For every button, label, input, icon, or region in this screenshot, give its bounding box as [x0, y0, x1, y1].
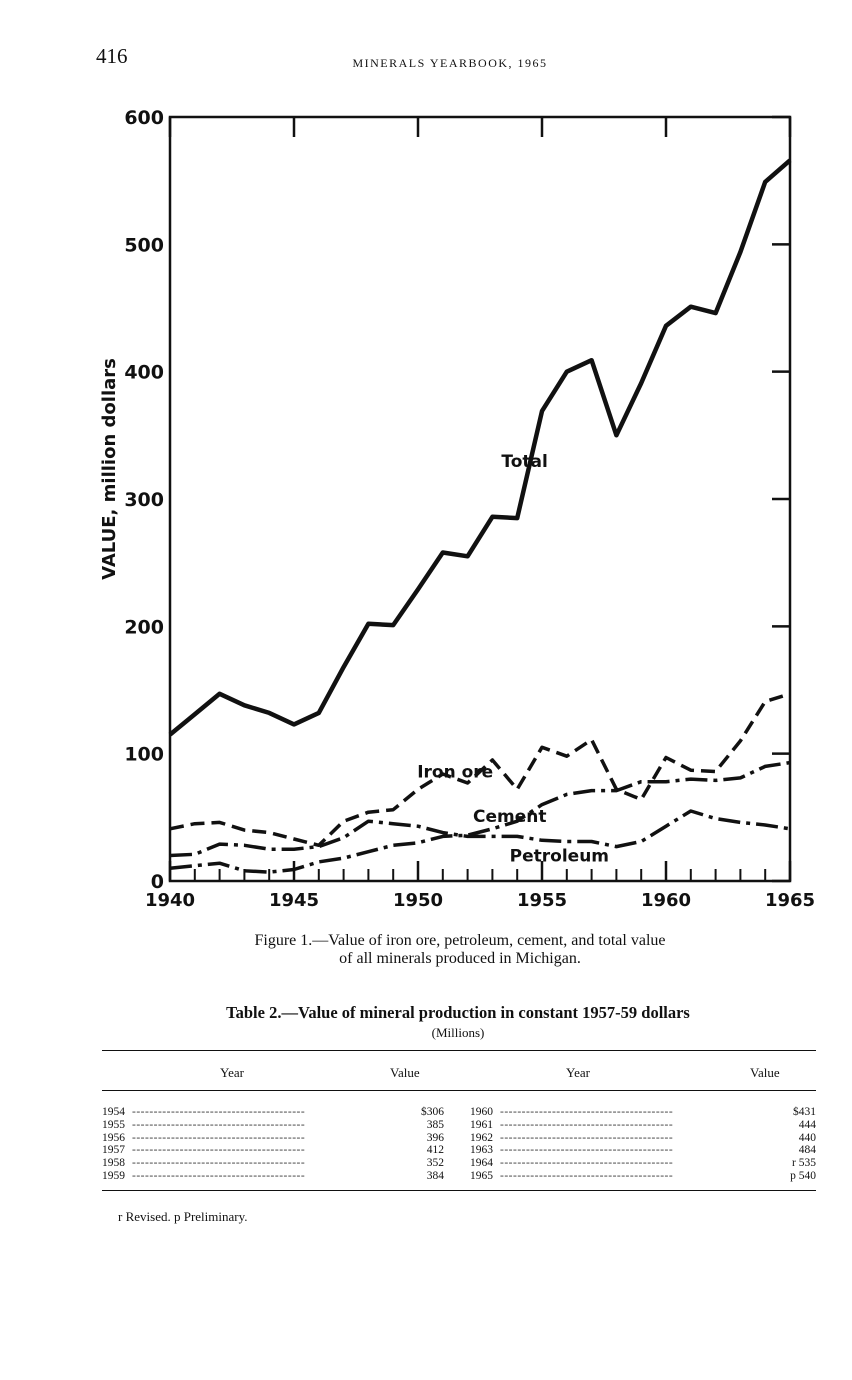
x-tick-label: 1945: [269, 890, 319, 911]
table-subtitle: (Millions): [431, 1025, 485, 1040]
value-cell: 444: [798, 1118, 816, 1131]
leader-dots: ----------------------------------------: [500, 1118, 674, 1131]
value-cell: r 535: [792, 1157, 816, 1170]
y-tick-label: 500: [124, 234, 164, 256]
series-label-iron-ore: Iron ore: [417, 762, 493, 782]
chart-frame: [168, 115, 792, 883]
line-chart: 1940 1945 1950 1955 1960 1965 0 100 200 300 400 500…: [99, 107, 815, 911]
year-cell: 1954: [102, 1106, 125, 1118]
value-cell: 385: [426, 1118, 444, 1131]
series-line-petroleum: [169, 760, 791, 874]
value-cell: 396: [426, 1131, 444, 1144]
page-number: 416: [96, 44, 128, 68]
x-tick-label: 1960: [641, 890, 691, 911]
value-cell: 484: [798, 1144, 816, 1157]
series-line-iron-ore: [169, 692, 791, 848]
leader-dots: ----------------------------------------: [132, 1170, 306, 1182]
leader-dots: ----------------------------------------: [132, 1157, 306, 1170]
x-tick-label: 1955: [517, 890, 567, 911]
table-header-value-left: Value: [390, 1065, 420, 1080]
leader-dots: ----------------------------------------: [500, 1106, 674, 1118]
year-cell: 1959: [102, 1170, 125, 1182]
series-label-total: Total: [501, 452, 547, 472]
table-title: Table 2.—Value of mineral production in …: [226, 1003, 690, 1022]
x-tick-label: 1965: [765, 890, 815, 911]
year-cell: 1963: [470, 1144, 493, 1157]
value-cell: 440: [798, 1131, 816, 1144]
year-cell: 1961: [470, 1118, 493, 1131]
figure-caption-line2: of all minerals produced in Michigan.: [339, 950, 581, 967]
table-top-rule: [102, 1050, 816, 1051]
table-row: 1954 ------------------------------------…: [102, 1106, 816, 1119]
year-cell: 1965: [470, 1170, 493, 1182]
year-cell: 1960: [470, 1106, 493, 1118]
chart-labels: 1940 1945 1950 1955 1960 1965 0 100 200 300 400 500…: [99, 107, 815, 911]
year-cell: 1958: [102, 1157, 125, 1170]
table-header-year-right: Year: [566, 1065, 590, 1080]
y-tick-label: 600: [124, 107, 164, 129]
y-tick-label: 300: [124, 489, 164, 511]
year-cell: 1956: [102, 1131, 125, 1144]
leader-dots: ----------------------------------------: [132, 1106, 306, 1118]
y-tick-label: 400: [124, 362, 164, 384]
y-tick-label: 100: [124, 744, 164, 766]
y-tick-label: 0: [151, 871, 164, 893]
table-row: 1956 ------------------------------------…: [102, 1132, 816, 1145]
table-bottom-rule: [102, 1190, 816, 1191]
leader-dots: ----------------------------------------: [132, 1144, 306, 1157]
chart-lines: [168, 158, 792, 874]
y-tick-label: 200: [124, 616, 164, 638]
x-tick-label: 1940: [145, 890, 195, 911]
table-footnote: r Revised. p Preliminary.: [118, 1209, 248, 1224]
leader-dots: ----------------------------------------: [132, 1118, 306, 1131]
series-line-cement: [169, 809, 791, 858]
series-line-total: [168, 158, 792, 737]
table-row: 1955 ------------------------------------…: [102, 1119, 816, 1132]
leader-dots: ----------------------------------------: [500, 1170, 674, 1182]
leader-dots: ----------------------------------------: [500, 1157, 674, 1170]
year-cell: 1964: [470, 1157, 493, 1170]
table-row: 1959 ------------------------------------…: [102, 1170, 816, 1183]
table-header-value-right: Value: [750, 1065, 780, 1080]
year-cell: 1957: [102, 1144, 125, 1157]
leader-dots: ----------------------------------------: [500, 1131, 674, 1144]
running-head: MINERALS YEARBOOK, 1965: [352, 56, 548, 70]
value-cell: p 540: [790, 1170, 816, 1182]
value-cell: 352: [426, 1157, 444, 1170]
value-cell: 412: [426, 1144, 444, 1157]
figure-caption-line1: Figure 1.—Value of iron ore, petroleum, …: [254, 932, 666, 949]
y-axis-label: VALUE, million dollars: [99, 358, 120, 580]
value-cell: $306: [421, 1106, 444, 1118]
leader-dots: ----------------------------------------: [500, 1144, 674, 1157]
value-cell: $431: [793, 1106, 816, 1118]
x-tick-label: 1950: [393, 890, 443, 911]
table-header-year-left: Year: [220, 1065, 244, 1080]
table-row: 1957 ------------------------------------…: [102, 1144, 816, 1157]
table-row: 1958 ------------------------------------…: [102, 1157, 816, 1170]
table-header-rule: [102, 1090, 816, 1091]
leader-dots: ----------------------------------------: [132, 1131, 306, 1144]
series-label-petroleum: Petroleum: [510, 847, 609, 867]
year-cell: 1962: [470, 1131, 493, 1144]
series-label-cement: Cement: [473, 807, 546, 827]
year-cell: 1955: [102, 1118, 125, 1131]
value-cell: 384: [426, 1170, 444, 1182]
